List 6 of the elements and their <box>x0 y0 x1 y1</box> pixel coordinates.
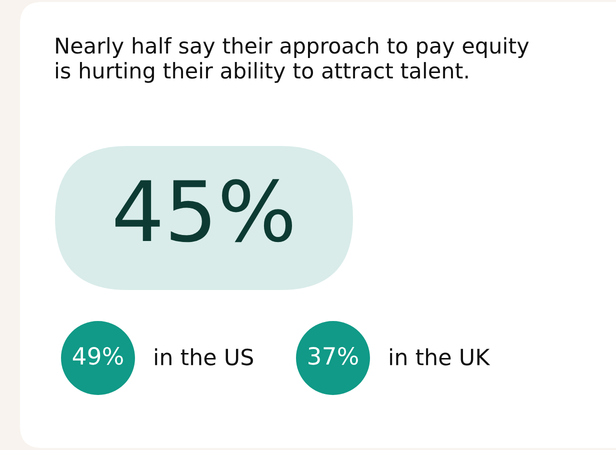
data-label: 45% <box>115 179 292 242</box>
data-label: 37% <box>308 346 358 365</box>
text: Nearly half say their approach to pay equity is hurting their ability to attract talent. <box>56 37 529 83</box>
data-label: 49% <box>72 346 123 365</box>
category-label: in the UK <box>390 348 490 366</box>
category-label: in the US <box>155 348 253 366</box>
